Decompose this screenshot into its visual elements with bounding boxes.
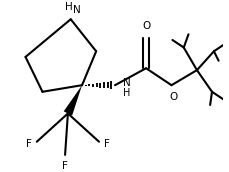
Text: O: O: [169, 92, 177, 102]
Text: F: F: [26, 139, 32, 149]
Text: H: H: [123, 88, 130, 98]
Text: N: N: [123, 78, 131, 88]
Text: O: O: [141, 22, 150, 31]
Text: H: H: [65, 2, 72, 12]
Text: F: F: [62, 162, 68, 171]
Text: N: N: [72, 6, 80, 15]
Text: F: F: [103, 139, 109, 149]
Polygon shape: [63, 85, 82, 116]
